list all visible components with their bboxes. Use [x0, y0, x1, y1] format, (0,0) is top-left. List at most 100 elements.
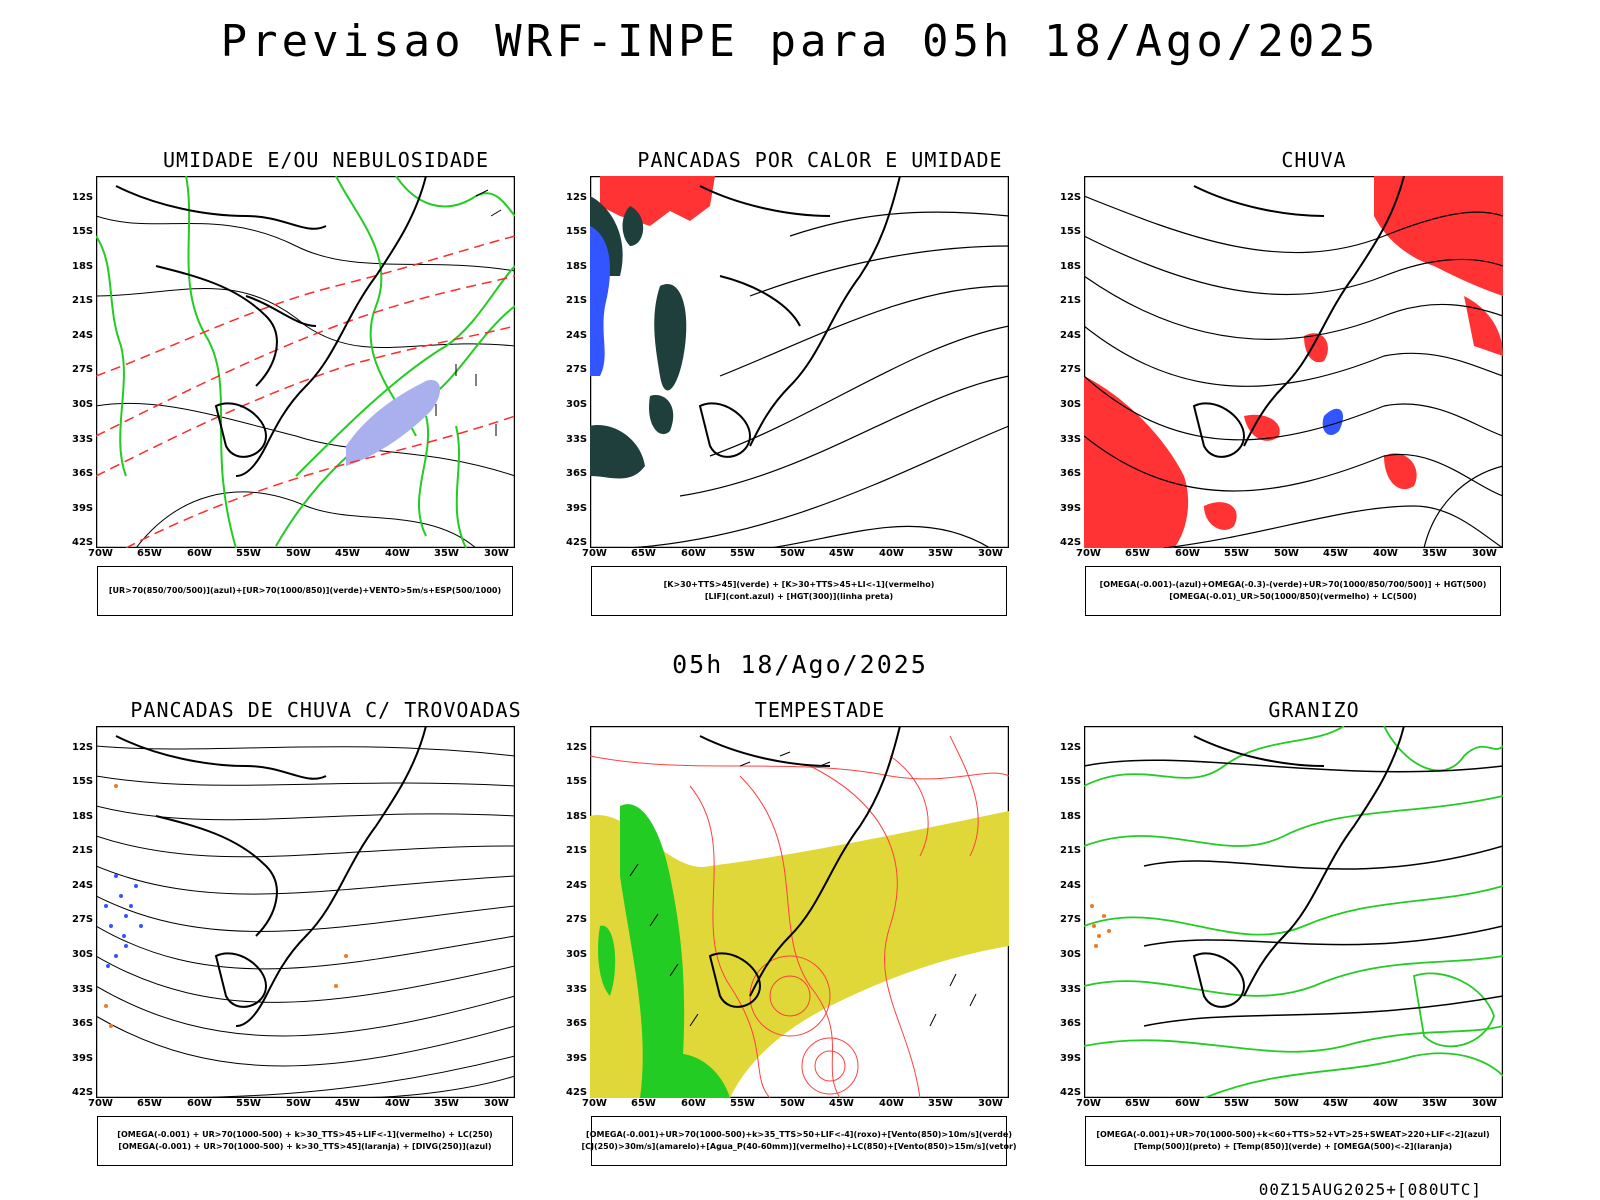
- lon-label: 50W: [286, 1098, 311, 1109]
- lon-label: 30W: [484, 548, 509, 559]
- lat-label: 24S: [72, 880, 94, 891]
- lon-label: 55W: [730, 548, 755, 559]
- lon-label: 45W: [1323, 1098, 1348, 1109]
- lon-label: 30W: [1472, 548, 1497, 559]
- lat-label: 42S: [566, 537, 588, 548]
- lat-label: 18S: [1060, 261, 1082, 272]
- lat-label: 33S: [1060, 984, 1082, 995]
- lon-label: 40W: [879, 1098, 904, 1109]
- lat-label: 12S: [1060, 192, 1082, 203]
- lon-label: 40W: [385, 548, 410, 559]
- legend-line: [OMEGA(-0.01)_UR>50(1000/850)(vermelho) …: [1169, 592, 1417, 601]
- lat-label: 21S: [72, 845, 94, 856]
- lat-label: 33S: [1060, 434, 1082, 445]
- lat-label: 12S: [566, 192, 588, 203]
- lat-label: 39S: [72, 1053, 94, 1064]
- panel-chuva: CHUVA 12S 15S 18S 21: [1060, 148, 1564, 638]
- lon-label: 45W: [1323, 548, 1348, 559]
- lat-label: 36S: [72, 468, 94, 479]
- lat-label: 18S: [566, 811, 588, 822]
- lat-label: 33S: [566, 984, 588, 995]
- lat-label: 39S: [566, 503, 588, 514]
- legend-line: [OMEGA(-0.001) + UR>70(1000-500) + k>30_…: [118, 1142, 492, 1151]
- lon-label: 35W: [434, 1098, 459, 1109]
- main-title: Previsao WRF-INPE para 05h 18/Ago/2025: [220, 16, 1380, 67]
- lat-label: 15S: [1060, 226, 1082, 237]
- lon-label: 65W: [631, 548, 656, 559]
- lat-label: 18S: [72, 261, 94, 272]
- legend-line: [Temp(500)](preto) + [Temp(850)](verde) …: [1133, 1142, 1453, 1151]
- lon-label: 55W: [236, 548, 261, 559]
- lon-label: 65W: [1125, 1098, 1150, 1109]
- lon-label: 65W: [137, 1098, 162, 1109]
- lon-label: 50W: [1274, 1098, 1299, 1109]
- lat-label: 42S: [1060, 1087, 1082, 1098]
- lat-label: 42S: [566, 1087, 588, 1098]
- map-umidade: [96, 176, 515, 548]
- lon-label: 50W: [286, 548, 311, 559]
- lat-label: 21S: [1060, 845, 1082, 856]
- lon-label: 60W: [187, 1098, 212, 1109]
- lon-label: 70W: [1076, 1098, 1101, 1109]
- lon-label: 55W: [1224, 548, 1249, 559]
- lat-label: 33S: [72, 434, 94, 445]
- legend-line: [OMEGA(-0.001)+UR>70(1000-500)+k>35_TTS>…: [586, 1130, 1012, 1139]
- lat-label: 21S: [566, 295, 588, 306]
- lat-label: 42S: [72, 1087, 94, 1098]
- lat-label: 39S: [566, 1053, 588, 1064]
- lon-label: 30W: [978, 1098, 1003, 1109]
- lat-label: 15S: [72, 776, 94, 787]
- lat-label: 21S: [72, 295, 94, 306]
- lon-label: 60W: [681, 548, 706, 559]
- lat-label: 15S: [72, 226, 94, 237]
- legend-box: [OMEGA(-0.001) + UR>70(1000-500) + k>30_…: [97, 1116, 513, 1166]
- lon-label: 55W: [236, 1098, 261, 1109]
- lon-label: 70W: [582, 1098, 607, 1109]
- lat-label: 24S: [566, 330, 588, 341]
- panel-title: CHUVA: [1281, 148, 1347, 172]
- panel-umidade: UMIDADE E/OU NEBULOSIDADE: [72, 148, 576, 638]
- lon-label: 60W: [1175, 548, 1200, 559]
- map-granizo: [1084, 726, 1503, 1098]
- lat-label: 12S: [72, 742, 94, 753]
- lat-label: 33S: [72, 984, 94, 995]
- legend-line: [K>30+TTS>45](verde) + [K>30+TTS>45+LI<-…: [663, 580, 935, 589]
- legend-box: [OMEGA(-0.001)+UR>70(1000-500)+k>35_TTS>…: [581, 1116, 1017, 1166]
- panel-title: GRANIZO: [1268, 698, 1360, 722]
- legend-box: [UR>70(850/700/500)](azul)+[UR>70(1000/8…: [97, 566, 513, 616]
- lat-label: 42S: [1060, 537, 1082, 548]
- legend-box: [K>30+TTS>45](verde) + [K>30+TTS>45+LI<-…: [591, 566, 1007, 616]
- lat-label: 27S: [1060, 914, 1082, 925]
- lat-label: 39S: [1060, 503, 1082, 514]
- lon-label: 50W: [780, 548, 805, 559]
- lat-label: 24S: [1060, 880, 1082, 891]
- panel-title: UMIDADE E/OU NEBULOSIDADE: [162, 148, 490, 172]
- panel-title: TEMPESTADE: [754, 698, 886, 722]
- lat-label: 30S: [566, 949, 588, 960]
- lon-label: 35W: [434, 548, 459, 559]
- lon-label: 55W: [730, 1098, 755, 1109]
- lat-label: 39S: [1060, 1053, 1082, 1064]
- lat-label: 30S: [1060, 399, 1082, 410]
- lat-label: 18S: [1060, 811, 1082, 822]
- lon-label: 70W: [88, 548, 113, 559]
- lon-label: 45W: [829, 548, 854, 559]
- lon-label: 60W: [187, 548, 212, 559]
- lat-label: 18S: [72, 811, 94, 822]
- lon-label: 40W: [1373, 1098, 1398, 1109]
- lat-label: 27S: [72, 364, 94, 375]
- lon-label: 70W: [88, 1098, 113, 1109]
- mid-title: 05h 18/Ago/2025: [672, 650, 928, 679]
- map-tempestade: [590, 726, 1009, 1098]
- legend-line: [OMEGA(-0.001)-(azul)+OMEGA(-0.3)-(verde…: [1099, 580, 1487, 589]
- lat-label: 39S: [72, 503, 94, 514]
- lon-label: 40W: [385, 1098, 410, 1109]
- lat-label: 15S: [566, 226, 588, 237]
- lat-label: 27S: [1060, 364, 1082, 375]
- lon-label: 35W: [1422, 548, 1447, 559]
- panel-pancadas-calor: PANCADAS POR CALOR E UMIDADE: [566, 148, 1070, 638]
- lon-label: 40W: [1373, 548, 1398, 559]
- map-pancadas-trovoadas: [96, 726, 515, 1098]
- legend-box: [OMEGA(-0.001)+UR>70(1000-500)+k<60+TTS>…: [1085, 1116, 1501, 1166]
- lat-label: 30S: [72, 949, 94, 960]
